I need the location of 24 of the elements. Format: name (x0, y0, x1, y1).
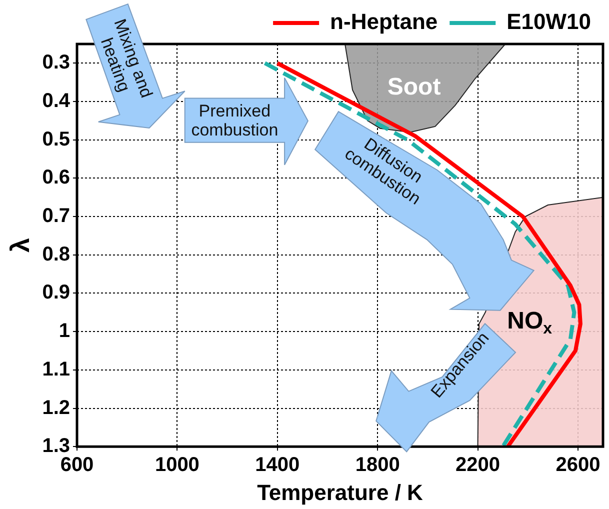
y-tick-label: 1 (58, 320, 70, 342)
x-axis-title: Temperature / K (257, 480, 424, 505)
y-tick-label: 0.5 (42, 128, 70, 150)
annotation: Premixed combustion (191, 101, 278, 140)
arrow: Mixing and heating (86, 3, 186, 129)
y-tick-label: 0.4 (42, 90, 71, 112)
y-tick-label: 0.9 (42, 282, 70, 304)
x-tick-label: 2600 (556, 454, 600, 476)
x-tick-label: 1400 (255, 454, 300, 476)
annotation: Mixing and heating (96, 16, 156, 100)
arrow: Premixed combustion (184, 77, 309, 166)
legend-label: n-Heptane (330, 9, 438, 34)
y-tick-label: 0.7 (42, 205, 70, 228)
y-tick-label: 0.6 (42, 166, 70, 189)
y-tick-label: 1.1 (42, 358, 70, 380)
legend-label: E10W10 (506, 9, 592, 34)
y-tick-label: 1.2 (42, 396, 70, 419)
x-tick-label: 1000 (154, 454, 200, 476)
y-tick-label: 0.8 (42, 243, 70, 266)
series-label: Soot (387, 74, 441, 101)
y-tick-label: 0.3 (42, 52, 70, 74)
y-axis-title: λ (4, 238, 35, 253)
x-tick-label: 2200 (456, 454, 500, 476)
x-tick-label: 1800 (355, 454, 400, 476)
